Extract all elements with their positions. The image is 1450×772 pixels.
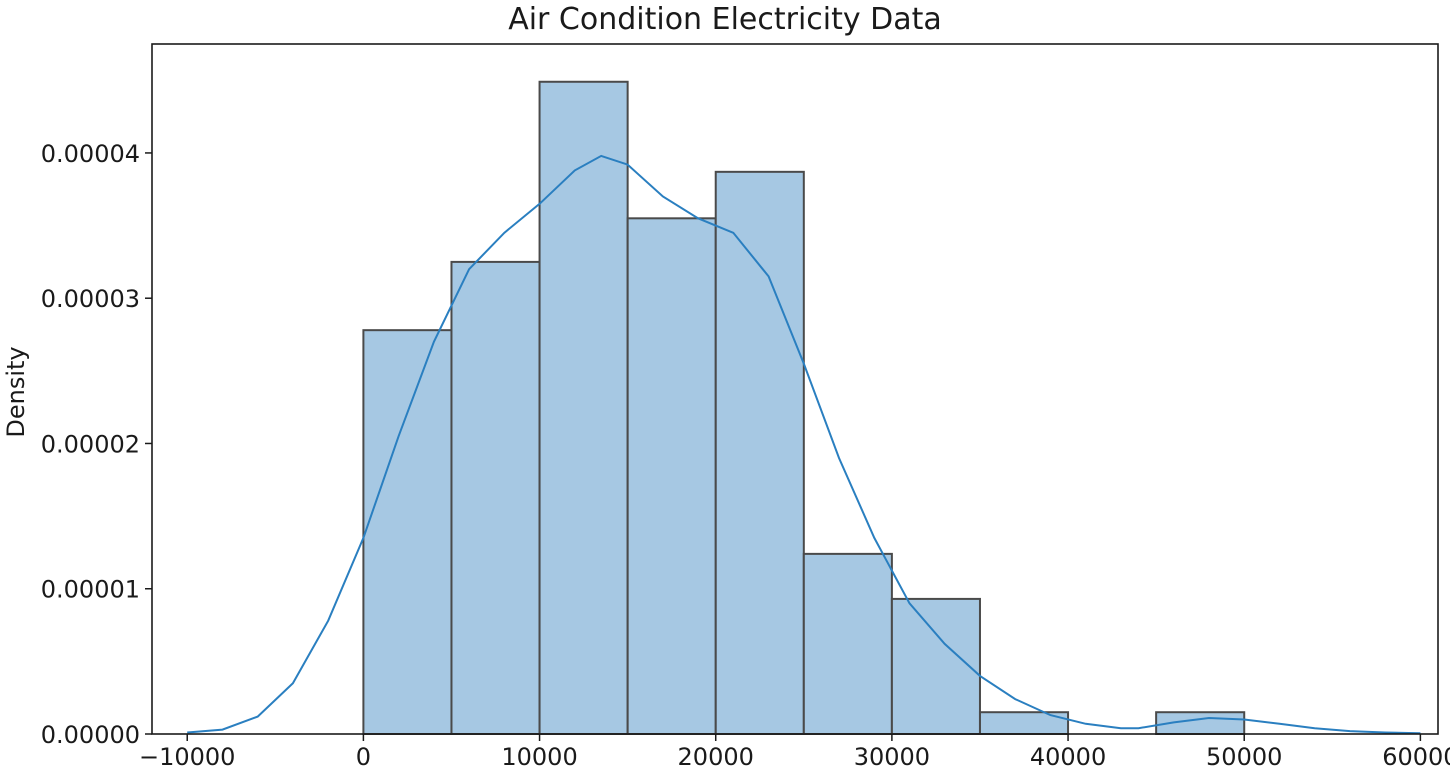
y-tick-label: 0.00003 <box>41 285 140 313</box>
x-tick-label: 10000 <box>501 743 577 771</box>
histogram-bar-1 <box>450 260 541 735</box>
y-axis-ticks: 0.00000 0.00001 0.00002 0.00003 0.00004 <box>41 140 152 749</box>
histogram-bar-3 <box>626 217 717 735</box>
x-tick-label: −10000 <box>139 743 235 771</box>
x-tick-label: 0 <box>356 743 371 771</box>
histogram-bar-4 <box>714 170 805 735</box>
plot-frame <box>151 43 1439 735</box>
y-tick-label: 0.00001 <box>41 576 140 604</box>
histogram-bars <box>362 80 1246 736</box>
y-tick-label: 0.00002 <box>41 430 140 458</box>
y-tick-label: 0.00000 <box>41 721 140 749</box>
x-tick-label: 40000 <box>1030 743 1106 771</box>
histogram-bar-5 <box>802 552 893 735</box>
chart-title: Air Condition Electricity Data <box>508 2 942 37</box>
y-tick-label: 0.00004 <box>41 140 140 168</box>
x-tick-label: 30000 <box>854 743 930 771</box>
x-tick-label: 50000 <box>1206 743 1282 771</box>
kde-curve <box>187 154 1421 735</box>
x-tick-label: 20000 <box>678 743 754 771</box>
histogram-bar-2 <box>538 80 629 735</box>
histogram-bar-0 <box>362 329 453 735</box>
histogram-bar-6 <box>890 597 981 736</box>
